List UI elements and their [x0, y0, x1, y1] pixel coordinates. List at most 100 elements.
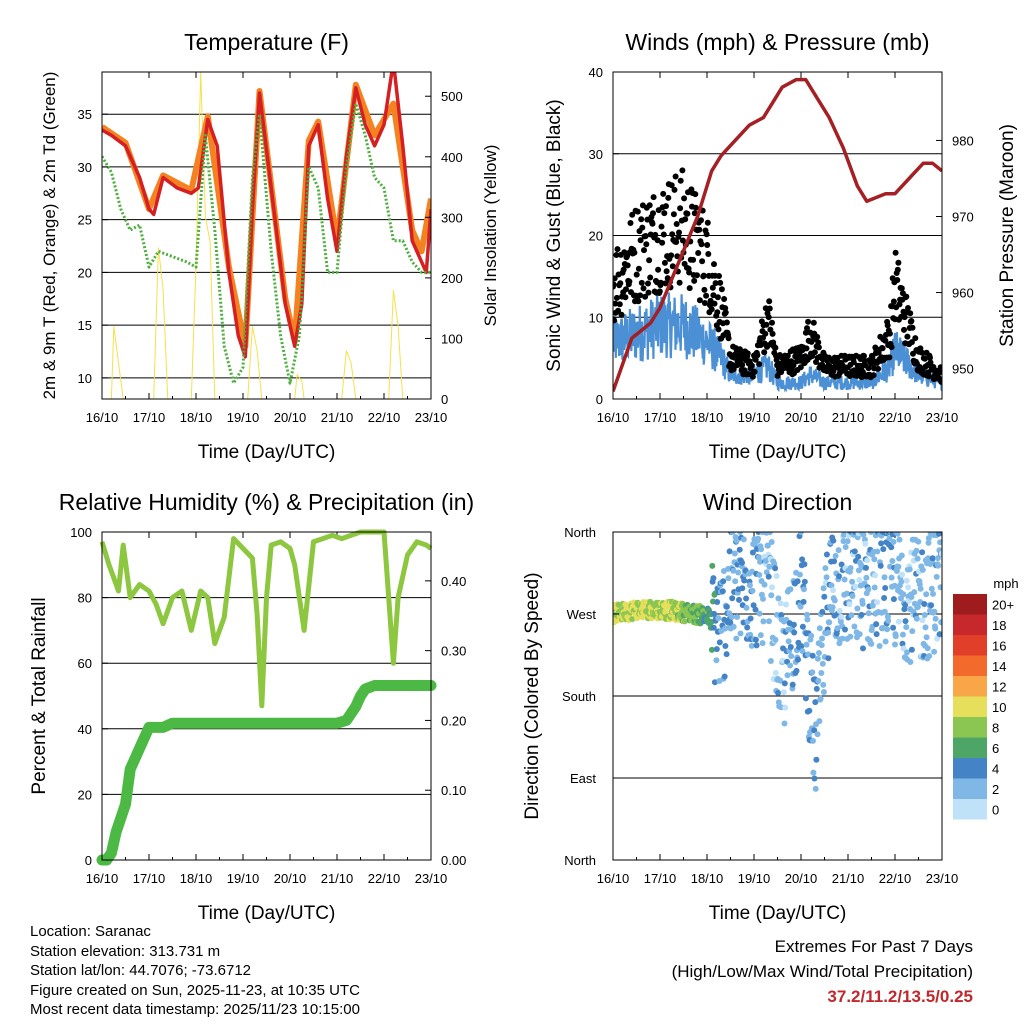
- wind_direction-panel: Wind Direction Time (Day/UTC) 16/10 17/10 18…: [522, 489, 1019, 924]
- winds-xtick-label: 19/10: [738, 410, 771, 425]
- winds-gust-point: [650, 210, 656, 217]
- wind_direction-direction-point: [823, 551, 830, 558]
- winds-gust-point: [730, 366, 737, 373]
- temperature-xtick-label: 22/10: [368, 410, 401, 425]
- humidity-xtick-label: 18/10: [180, 871, 213, 886]
- winds-ytick-label: 40: [589, 65, 603, 80]
- wind_direction-direction-point: [924, 645, 931, 652]
- wind_direction-direction-point: [725, 575, 732, 582]
- humidity-xtick-label: 16/10: [86, 871, 119, 886]
- wind_direction-direction-point: [895, 563, 902, 570]
- winds-gust-point: [804, 325, 810, 332]
- wind_direction-legend: mph 20+ 18 16 14 12 10 8 6 4 2 0: [953, 576, 1019, 820]
- winds-gust-point: [814, 333, 821, 340]
- temperature-y2tick-label: 300: [441, 210, 463, 225]
- wind_direction-direction-point: [890, 624, 897, 631]
- wind_direction-legend-swatch: [953, 778, 987, 799]
- wind_direction-direction-point: [822, 565, 829, 572]
- winds-gust-point: [927, 354, 933, 361]
- wind_direction-xtick-label: 18/10: [691, 871, 724, 886]
- wind_direction-direction-point: [886, 535, 893, 542]
- winds-gust-point: [751, 368, 758, 375]
- wind_direction-direction-point: [740, 536, 747, 543]
- extremes-heading: Extremes For Past 7 Days: [774, 937, 973, 956]
- wind_direction-direction-point: [906, 566, 913, 573]
- winds-gust-point: [938, 378, 942, 385]
- wind_direction-direction-point: [779, 657, 786, 664]
- winds-gust-point: [815, 344, 822, 351]
- wind_direction-direction-point: [681, 618, 688, 625]
- wind_direction-direction-point: [856, 577, 863, 583]
- winds-gust-point: [669, 231, 676, 238]
- wind_direction-direction-point: [713, 657, 720, 664]
- winds-gust-point: [676, 279, 683, 286]
- temperature-y2tick-label: 400: [441, 150, 463, 165]
- winds-gust-point: [894, 277, 901, 283]
- wind_direction-direction-point: [908, 646, 915, 653]
- humidity-y2tick-label: 0.30: [441, 644, 466, 659]
- wind_direction-xtick-label: 22/10: [879, 871, 912, 886]
- winds-xtick-label: 21/10: [832, 410, 865, 425]
- wind_direction-direction-point: [731, 550, 738, 557]
- winds-xtick-label: 22/10: [879, 410, 912, 425]
- winds-gust-point: [894, 266, 901, 273]
- winds-gust-point: [802, 329, 809, 336]
- winds-gust-point: [681, 195, 688, 202]
- humidity-xtick-label: 23/10: [415, 871, 448, 886]
- winds-gust-point: [624, 262, 631, 269]
- winds-gust-point: [919, 349, 926, 356]
- winds-gust-point: [635, 265, 642, 272]
- wind_direction-direction-point: [759, 640, 766, 647]
- winds-series-pressure: [613, 77, 942, 392]
- wind_direction-legend-label: 6: [992, 741, 999, 756]
- winds-gust-point: [661, 210, 668, 217]
- wind_direction-direction-point: [890, 538, 897, 545]
- wind_direction-direction-point: [784, 672, 791, 679]
- wind_direction-direction-point: [844, 538, 851, 545]
- winds-gust-point: [718, 286, 725, 293]
- wind_direction-direction-point: [826, 619, 833, 626]
- wind_direction-direction-point: [752, 606, 759, 613]
- temperature-xtick-label: 20/10: [274, 410, 307, 425]
- winds-gust-point: [613, 275, 618, 282]
- wind_direction-direction-point: [805, 651, 812, 658]
- humidity-plot-area: [96, 529, 437, 866]
- wind_direction-direction-point: [766, 563, 773, 570]
- wind_direction-direction-point: [816, 650, 822, 656]
- wind_direction-direction-point: [752, 636, 759, 643]
- winds-gust-point: [711, 300, 718, 307]
- winds-gust-point: [677, 177, 684, 184]
- wind_direction-direction-point: [749, 587, 756, 594]
- winds-title: Winds (mph) & Pressure (mb): [625, 29, 929, 55]
- wind_direction-direction-point: [767, 658, 774, 664]
- elevation-text: Station elevation: 313.731 m: [30, 942, 221, 960]
- temperature-y2tick-label: 200: [441, 271, 463, 286]
- winds-gust-point: [686, 269, 693, 276]
- humidity-xtick-label: 17/10: [133, 871, 166, 886]
- wind_direction-direction-point: [937, 539, 942, 546]
- wind_direction-direction-point: [800, 598, 807, 605]
- wind_direction-legend-label: 8: [992, 720, 999, 735]
- winds-gust-point: [723, 319, 730, 326]
- wind_direction-direction-point: [928, 585, 935, 592]
- winds-gust-point: [679, 237, 686, 244]
- winds-gust-point: [901, 314, 908, 321]
- wind_direction-direction-point: [817, 695, 824, 702]
- winds-gust-point: [761, 349, 768, 356]
- winds-gust-point: [884, 322, 891, 329]
- temperature-xtick-label: 17/10: [133, 410, 166, 425]
- wind_direction-direction-point: [896, 536, 903, 543]
- wind_direction-direction-point: [713, 646, 720, 653]
- winds-gust-point: [756, 361, 763, 368]
- wind_direction-direction-point: [905, 584, 912, 591]
- wind_direction-legend-label: 20+: [992, 597, 1014, 612]
- wind_direction-direction-point: [888, 574, 895, 581]
- wind_direction-direction-point: [733, 635, 740, 642]
- wind_direction-direction-point: [902, 618, 909, 625]
- wind_direction-direction-point: [809, 652, 816, 659]
- winds-gust-point: [797, 364, 804, 371]
- winds-gust-point: [614, 246, 621, 253]
- humidity-y2tick-label: 0.20: [441, 713, 466, 728]
- wind_direction-direction-point: [874, 548, 881, 555]
- wind_direction-direction-point: [871, 584, 878, 591]
